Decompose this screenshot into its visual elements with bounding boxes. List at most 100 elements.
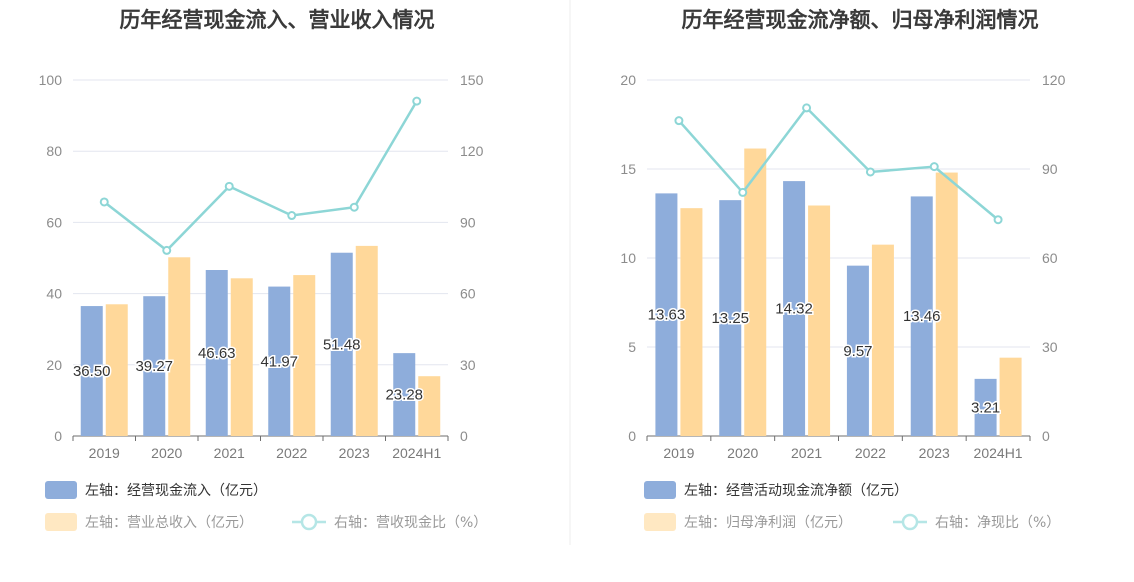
data-label: 13.63 bbox=[648, 307, 686, 324]
data-label: 13.25 bbox=[711, 310, 749, 327]
ratio-point bbox=[929, 162, 939, 172]
x-tick-label: 2023 bbox=[339, 445, 370, 461]
data-label: 46.63 bbox=[198, 345, 236, 362]
legend-swatch-secondary bbox=[45, 513, 77, 531]
bar-primary bbox=[783, 181, 806, 436]
ratio-point bbox=[224, 181, 234, 191]
y-left-tick-label: 0 bbox=[628, 428, 636, 444]
bar-primary bbox=[205, 269, 228, 436]
x-tick-label: 2022 bbox=[276, 445, 307, 461]
y-left-tick-label: 10 bbox=[620, 250, 636, 266]
bar-secondary bbox=[355, 245, 378, 436]
y-right-tick-label: 30 bbox=[1042, 339, 1058, 355]
y-right-tick-label: 30 bbox=[460, 357, 476, 373]
bar-primary bbox=[974, 378, 997, 436]
ratio-line bbox=[677, 105, 999, 221]
x-tick-label: 2019 bbox=[89, 445, 120, 461]
data-label: 41.97 bbox=[260, 353, 298, 370]
y-left-tick-label: 60 bbox=[46, 214, 62, 230]
y-left-tick-label: 20 bbox=[46, 357, 62, 373]
y-left-tick-label: 5 bbox=[628, 339, 636, 355]
legend-label-secondary: 左轴：归母净利润（亿元） bbox=[684, 514, 852, 531]
legend-label-secondary: 左轴：营业总收入（亿元） bbox=[85, 515, 253, 531]
bar-primary bbox=[846, 265, 869, 436]
bar-secondary bbox=[871, 244, 894, 436]
data-label: 14.32 bbox=[775, 301, 813, 318]
bar-secondary bbox=[418, 376, 441, 436]
bar-secondary bbox=[230, 278, 253, 436]
y-left-tick-label: 80 bbox=[46, 143, 62, 159]
bar-secondary bbox=[680, 208, 703, 436]
bar-secondary bbox=[744, 148, 767, 436]
x-tick-label: 2021 bbox=[791, 445, 822, 461]
x-tick-label: 2023 bbox=[919, 445, 950, 461]
y-right-tick-label: 0 bbox=[1042, 428, 1050, 444]
bar-primary bbox=[330, 252, 353, 436]
chart-title: 历年经营现金流净额、归母净利润情况 bbox=[682, 8, 1039, 32]
y-right-tick-label: 60 bbox=[460, 286, 476, 302]
y-left-tick-label: 20 bbox=[620, 72, 636, 88]
y-right-tick-label: 120 bbox=[1042, 72, 1066, 88]
data-label: 36.50 bbox=[73, 363, 111, 380]
legend-line-marker bbox=[300, 513, 318, 531]
x-tick-label: 2019 bbox=[663, 445, 694, 461]
bar-primary bbox=[268, 286, 291, 436]
bar-secondary bbox=[935, 172, 958, 436]
x-tick-label: 2021 bbox=[214, 445, 245, 461]
y-left-tick-label: 40 bbox=[46, 286, 62, 302]
legend-line-marker bbox=[901, 513, 919, 531]
ratio-point bbox=[287, 211, 297, 221]
bar-primary bbox=[393, 353, 416, 436]
ratio-line bbox=[103, 100, 418, 253]
y-left-tick-label: 15 bbox=[620, 161, 636, 177]
y-right-tick-label: 90 bbox=[1042, 161, 1058, 177]
x-tick-label: 2020 bbox=[727, 445, 758, 461]
y-right-tick-label: 60 bbox=[1042, 250, 1058, 266]
legend-label-line: 右轴：净现比（%） bbox=[935, 515, 1060, 531]
legend-swatch-secondary bbox=[644, 513, 676, 531]
y-right-tick-label: 120 bbox=[460, 143, 484, 159]
y-right-tick-label: 150 bbox=[460, 72, 484, 88]
x-tick-label: 2022 bbox=[855, 445, 886, 461]
bar-primary bbox=[719, 200, 742, 436]
ratio-point bbox=[802, 103, 812, 113]
bar-primary bbox=[143, 296, 166, 436]
y-left-tick-label: 100 bbox=[39, 72, 63, 88]
bar-secondary bbox=[808, 205, 831, 436]
ratio-point bbox=[99, 197, 109, 207]
bar-primary bbox=[910, 196, 933, 436]
legend-label-line: 右轴：营收现金比（%） bbox=[334, 515, 487, 531]
x-tick-label: 2024H1 bbox=[974, 445, 1023, 461]
bar-secondary bbox=[105, 304, 128, 436]
bar-secondary bbox=[999, 357, 1022, 436]
data-label: 51.48 bbox=[323, 336, 361, 353]
bar-primary bbox=[655, 193, 678, 436]
data-label: 9.57 bbox=[843, 343, 872, 360]
bar-secondary bbox=[293, 275, 316, 436]
legend-swatch-primary bbox=[45, 481, 77, 499]
ratio-point bbox=[865, 167, 875, 177]
legend-label-primary: 左轴：经营现金流入（亿元） bbox=[85, 483, 267, 499]
chart-title: 历年经营现金流入、营业收入情况 bbox=[120, 8, 435, 32]
bar-primary bbox=[80, 306, 103, 436]
x-tick-label: 2024H1 bbox=[392, 445, 441, 461]
ratio-point bbox=[674, 116, 684, 126]
ratio-point bbox=[738, 187, 748, 197]
ratio-point bbox=[162, 245, 172, 255]
data-label: 23.28 bbox=[385, 387, 423, 404]
data-label: 13.46 bbox=[903, 308, 941, 325]
legend-label-primary: 左轴：经营活动现金流净额（亿元） bbox=[684, 483, 908, 499]
data-label: 39.27 bbox=[135, 358, 173, 375]
bar-secondary bbox=[168, 257, 191, 436]
ratio-point bbox=[412, 96, 422, 106]
ratio-point bbox=[349, 202, 359, 212]
y-left-tick-label: 0 bbox=[54, 428, 62, 444]
ratio-point bbox=[993, 215, 1003, 225]
y-right-tick-label: 90 bbox=[460, 214, 476, 230]
data-label: 3.21 bbox=[971, 399, 1000, 416]
y-right-tick-label: 0 bbox=[460, 428, 468, 444]
legend-swatch-primary bbox=[644, 481, 676, 499]
x-tick-label: 2020 bbox=[151, 445, 182, 461]
